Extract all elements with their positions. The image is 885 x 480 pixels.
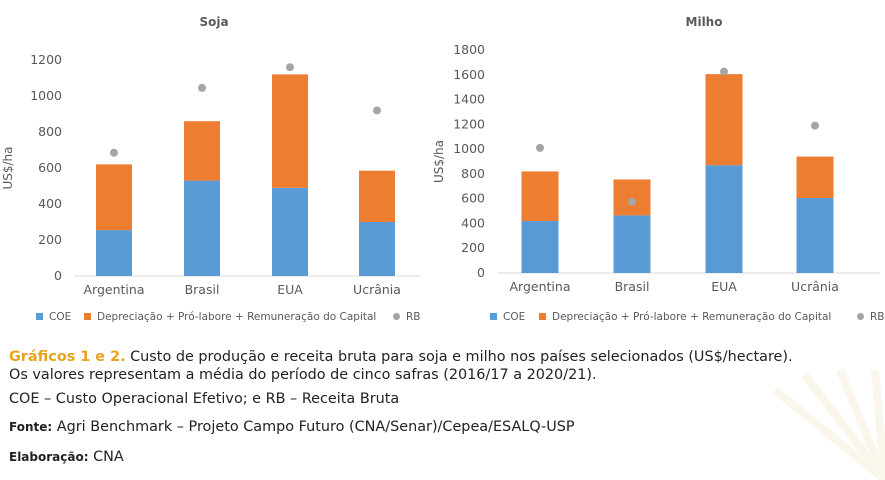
chart-1-bar-coe-1	[613, 215, 651, 273]
chart-0-bar-depreciacao-0	[96, 164, 132, 231]
credit-text: CNA	[88, 449, 124, 465]
chart-1-point-rb-3	[811, 121, 819, 130]
chart-1-y-tick-label: 400	[461, 215, 485, 230]
chart-0-y-tick-label: 800	[38, 124, 62, 139]
chart-0-point-rb-3	[373, 106, 381, 115]
chart-1-bar-coe-2	[705, 165, 743, 273]
chart-0-point-rb-0	[110, 148, 118, 157]
chart-0-bar-depreciacao-3	[359, 170, 395, 222]
chart-0-point-rb-1	[198, 83, 206, 92]
chart-1-legend-label-1: Depreciação + Pró-labore + Remuneração d…	[552, 311, 831, 323]
chart-0-bar-coe-2	[272, 187, 308, 276]
chart-0-y-tick-label: 400	[38, 196, 62, 211]
caption-title: Gráficos 1 e 2.	[9, 349, 126, 365]
chart-1-legend-label-2: RB	[870, 311, 885, 323]
chart-1-point-rb-0	[536, 143, 544, 152]
chart-1-y-tick-label: 0	[477, 265, 485, 280]
chart-1-y-tick-label: 1600	[453, 67, 485, 82]
chart-1-bar-coe-0	[521, 220, 559, 273]
chart-0-x-tick-label: EUA	[277, 282, 303, 297]
chart-0-y-tick-label: 200	[38, 232, 62, 247]
charts-area: Soja 0 200 400 600 800 1000 1200 US$/ha Argentina…	[1, 15, 885, 323]
chart-0-legend-swatch-0	[36, 313, 43, 320]
chart-0-y-tick-label: 1000	[30, 88, 62, 103]
chart-0-y-tick-label: 0	[54, 268, 62, 283]
figure-caption: Gráficos 1 e 2. Custo de produção e rece…	[9, 348, 881, 466]
chart-1-point-rb-2	[720, 67, 728, 76]
chart-1-x-tick-label: EUA	[711, 279, 737, 294]
chart-1-y-tick-label: 1000	[453, 141, 485, 156]
chart-1-y-tick-label: 800	[461, 166, 485, 181]
caption-line-2: Os valores representam a média do períod…	[9, 367, 597, 383]
caption-credit: Elaboração: CNA	[9, 448, 881, 466]
chart-1-bar-coe-3	[796, 198, 834, 273]
chart-1-y-axis-label: US$/ha	[432, 140, 446, 183]
chart-1-y-tick-label: 1400	[453, 92, 485, 107]
watermark-rays-decoration	[772, 370, 885, 480]
chart-0-legend-label-1: Depreciação + Pró-labore + Remuneração d…	[97, 311, 376, 323]
chart-0-legend-label-2: RB	[406, 311, 421, 323]
chart-1-y-tick-label: 1200	[453, 116, 485, 131]
chart-1-point-rb-1	[628, 197, 636, 206]
chart-1-y-tick-label: 200	[461, 240, 485, 255]
caption-source: Fonte: Agri Benchmark – Projeto Campo Fu…	[9, 418, 881, 436]
chart-0-y-tick-label: 600	[38, 160, 62, 175]
chart-1-legend-swatch-0	[490, 313, 497, 320]
chart-0-title: Soja	[199, 15, 228, 29]
chart-0-point-rb-2	[286, 63, 294, 72]
chart-1-legend-swatch-1	[539, 313, 546, 320]
caption-line-1: Gráficos 1 e 2. Custo de produção e rece…	[9, 348, 881, 366]
source-label: Fonte:	[9, 420, 53, 434]
chart-0-bar-depreciacao-2	[272, 74, 308, 188]
chart-0-bar-coe-0	[96, 230, 132, 276]
chart-0-legend-swatch-2	[393, 313, 400, 320]
source-text: Agri Benchmark – Projeto Campo Futuro (C…	[52, 419, 575, 435]
chart-0-x-tick-label: Ucrânia	[353, 282, 401, 297]
chart-0-bar-coe-1	[184, 180, 220, 276]
caption-abbreviations: COE – Custo Operacional Efetivo; e RB – …	[9, 391, 400, 407]
chart-1-y-tick-label: 600	[461, 191, 485, 206]
caption-text-1: Custo de produção e receita bruta para s…	[125, 349, 793, 365]
chart-1-bar-depreciacao-3	[796, 156, 834, 199]
chart-1-x-tick-label: Brasil	[615, 279, 650, 294]
chart-1-bar-depreciacao-0	[521, 171, 559, 221]
chart-0-bar-coe-3	[359, 222, 395, 276]
chart-0-y-tick-label: 1200	[30, 52, 62, 67]
chart-1-bar-depreciacao-2	[705, 74, 743, 166]
chart-1-x-tick-label: Argentina	[510, 279, 571, 294]
credit-label: Elaboração:	[9, 450, 89, 464]
chart-0-x-tick-label: Argentina	[84, 282, 145, 297]
chart-1-legend-swatch-2	[857, 313, 864, 320]
chart-0-y-axis-label: US$/ha	[1, 146, 15, 189]
chart-0-legend-label-0: COE	[49, 311, 71, 323]
chart-1-legend-label-0: COE	[503, 311, 525, 323]
chart-1-y-tick-label: 1800	[453, 42, 485, 57]
chart-0-bar-depreciacao-1	[184, 121, 220, 181]
chart-1-title: Milho	[686, 15, 723, 29]
chart-0-x-tick-label: Brasil	[185, 282, 220, 297]
chart-1-x-tick-label: Ucrânia	[791, 279, 839, 294]
chart-1-bar-depreciacao-1	[613, 179, 651, 216]
chart-0-legend-swatch-1	[84, 313, 91, 320]
